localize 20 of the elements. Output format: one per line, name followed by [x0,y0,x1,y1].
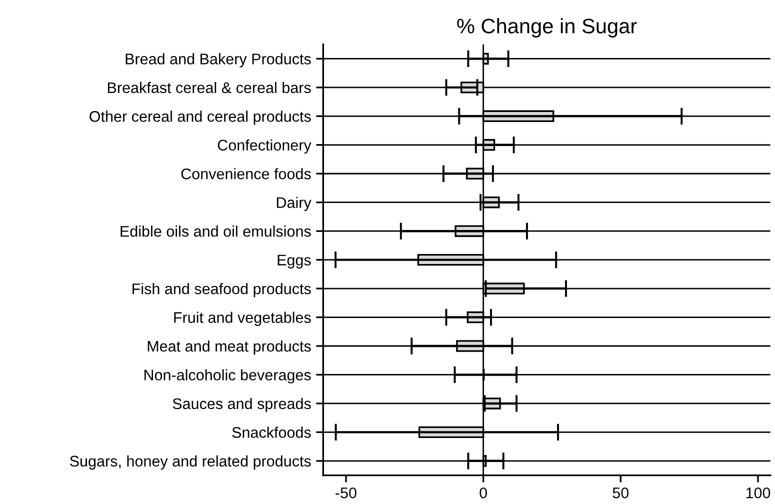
chart-title: % Change in Sugar [457,18,637,38]
x-tick-label: -50 [336,487,356,498]
y-tick-label: Eggs [278,254,311,269]
y-tick-label: Other cereal and cereal products [90,110,311,125]
x-tick-label: 100 [746,487,770,498]
y-tick-label: Breakfast cereal & cereal bars [108,82,311,94]
y-tick-label: Sauces and spreads [172,398,311,412]
y-tick-label: Bread and Bakery Products [126,53,311,68]
y-tick-label: Snackfoods [232,426,311,438]
y-tick-label: Sugars, honey and related products [70,455,311,470]
y-tick-label: Edible oils and oil emulsions [120,226,311,237]
y-tick-label: Non-alcoholic beverages [144,369,311,384]
x-tick-label: 0 [480,487,487,498]
y-tick-label: Fish and seafood products [132,283,311,298]
y-tick-label: Confectionery [218,139,312,154]
y-tick-label: Fruit and vegetables [174,312,311,326]
y-tick-label: Dairy [276,196,312,212]
x-tick-label: 50 [612,487,629,498]
y-tick-label: Convenience foods [181,168,311,180]
y-tick-label: Meat and meat products [148,340,311,355]
